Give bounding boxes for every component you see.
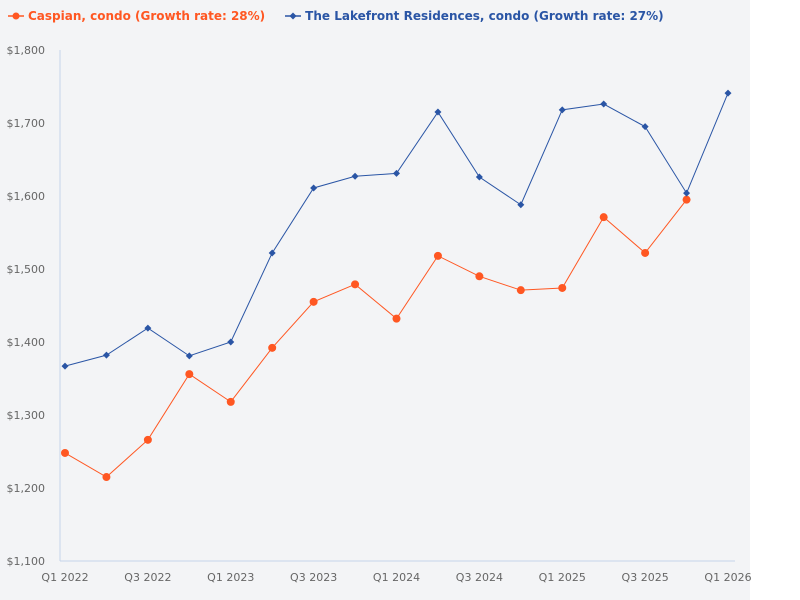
y-tick-label: $1,200 [7,482,46,495]
x-tick-label: Q3 2024 [456,571,503,584]
data-point [144,324,152,332]
data-point [475,173,483,181]
data-point [143,435,152,444]
data-point [61,448,69,457]
legend-item-lakefront[interactable]: The Lakefront Residences, condo (Growth … [285,9,664,23]
x-tick-label: Q1 2025 [539,571,586,584]
data-point [61,362,69,370]
y-tick-label: $1,400 [7,336,46,349]
data-point [351,280,360,289]
data-point [558,106,566,114]
x-tick-label: Q3 2025 [622,571,669,584]
data-point [558,283,567,292]
y-tick-label: $1,600 [7,190,46,203]
y-tick-label: $1,100 [7,555,46,568]
data-point [268,249,276,257]
data-point [641,248,650,257]
data-point [227,338,235,346]
x-tick-label: Q1 2026 [704,571,751,584]
data-point [600,100,608,108]
x-tick-label: Q1 2024 [373,571,420,584]
y-tick-label: $1,800 [7,44,46,57]
data-point [185,352,193,360]
data-point [102,473,111,482]
data-point [393,169,400,177]
y-tick-label: $1,700 [7,117,46,130]
data-point [310,184,318,192]
data-point [724,89,732,97]
circle-marker-icon [8,12,24,20]
legend: Caspian, condo (Growth rate: 28%) The La… [8,9,664,23]
data-point [682,195,691,204]
x-tick-label: Q3 2022 [124,571,171,584]
data-point [102,351,110,359]
data-point [433,251,442,260]
x-tick-label: Q1 2023 [207,571,254,584]
data-point [351,172,359,180]
data-point [599,213,608,222]
legend-item-caspian[interactable]: Caspian, condo (Growth rate: 28%) [8,9,265,23]
legend-label: The Lakefront Residences, condo (Growth … [305,9,664,23]
data-point [517,201,525,209]
data-point [641,123,649,131]
data-point [226,397,235,406]
y-tick-label: $1,500 [7,263,46,276]
x-tick-label: Q1 2022 [41,571,88,584]
series-line-0 [64,199,687,478]
y-tick-label: $1,300 [7,409,46,422]
diamond-marker-icon [285,12,302,20]
data-point [434,108,442,116]
x-tick-label: Q3 2023 [290,571,337,584]
data-point [392,314,401,323]
data-point [516,286,525,295]
chart-background [0,0,750,600]
data-point [185,370,194,379]
legend-label: Caspian, condo (Growth rate: 28%) [28,9,266,23]
data-point [475,272,484,281]
series-line-1 [64,92,729,367]
data-point [309,297,318,306]
data-point [268,343,277,352]
data-point [683,189,691,197]
